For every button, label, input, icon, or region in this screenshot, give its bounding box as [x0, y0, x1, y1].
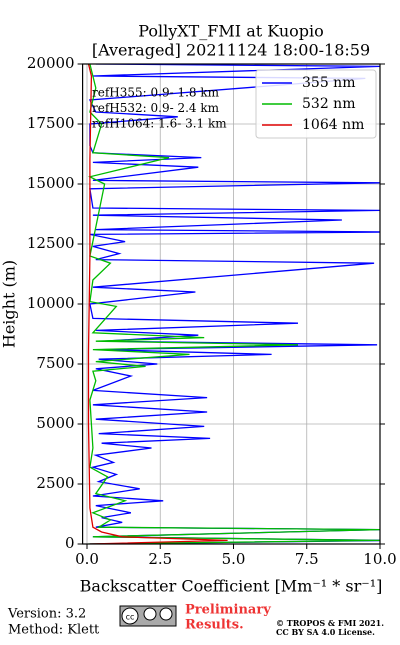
- x-tick-label: 7.5: [295, 550, 319, 568]
- annotation: refH532: 0.9- 2.4 km: [92, 101, 220, 115]
- x-tick-label: 10.0: [363, 550, 396, 568]
- y-tick-label: 10000: [27, 294, 75, 312]
- x-tick-label: 0.0: [75, 550, 99, 568]
- legend-label: 1064 nm: [302, 117, 364, 133]
- chart-title: PollyXT_FMI at Kuopio: [138, 22, 324, 41]
- y-tick-label: 0: [65, 534, 75, 552]
- y-tick-label: 2500: [36, 474, 74, 492]
- y-tick-label: 5000: [36, 414, 74, 432]
- svg-text:cc: cc: [126, 613, 135, 622]
- legend-label: 532 nm: [302, 96, 355, 112]
- legend-label: 355 nm: [302, 75, 355, 91]
- chart-subtitle: [Averaged] 20211124 18:00-18:59: [92, 41, 370, 60]
- copyright: CC BY SA 4.0 License.: [276, 627, 375, 637]
- y-tick-label: 20000: [27, 54, 75, 72]
- x-tick-label: 5.0: [222, 550, 246, 568]
- x-tick-label: 2.5: [148, 550, 172, 568]
- method: Method: Klett: [8, 623, 100, 638]
- preliminary: Preliminary: [185, 603, 271, 618]
- x-axis-label: Backscatter Coefficient [Mm⁻¹ * sr⁻¹]: [80, 577, 383, 596]
- profile-line: [87, 64, 228, 544]
- plot-area: [87, 64, 380, 544]
- profile-line: [87, 64, 380, 544]
- preliminary: Results.: [185, 618, 244, 633]
- copyright: © TROPOS & FMI 2021.: [276, 618, 384, 628]
- profile-line: [88, 64, 380, 544]
- annotation: refH1064: 1.6- 3.1 km: [92, 117, 227, 131]
- y-tick-label: 15000: [27, 174, 75, 192]
- cc-logo: cc: [119, 605, 177, 627]
- legend-box: [255, 69, 377, 139]
- y-tick-label: 7500: [36, 354, 74, 372]
- y-tick-label: 12500: [27, 234, 75, 252]
- y-tick-label: 17500: [27, 114, 75, 132]
- annotation: refH355: 0.9- 1.8 km: [92, 86, 220, 100]
- y-axis-label: Height (m): [0, 260, 19, 348]
- version: Version: 3.2: [7, 607, 86, 622]
- plot-frame: [81, 63, 381, 545]
